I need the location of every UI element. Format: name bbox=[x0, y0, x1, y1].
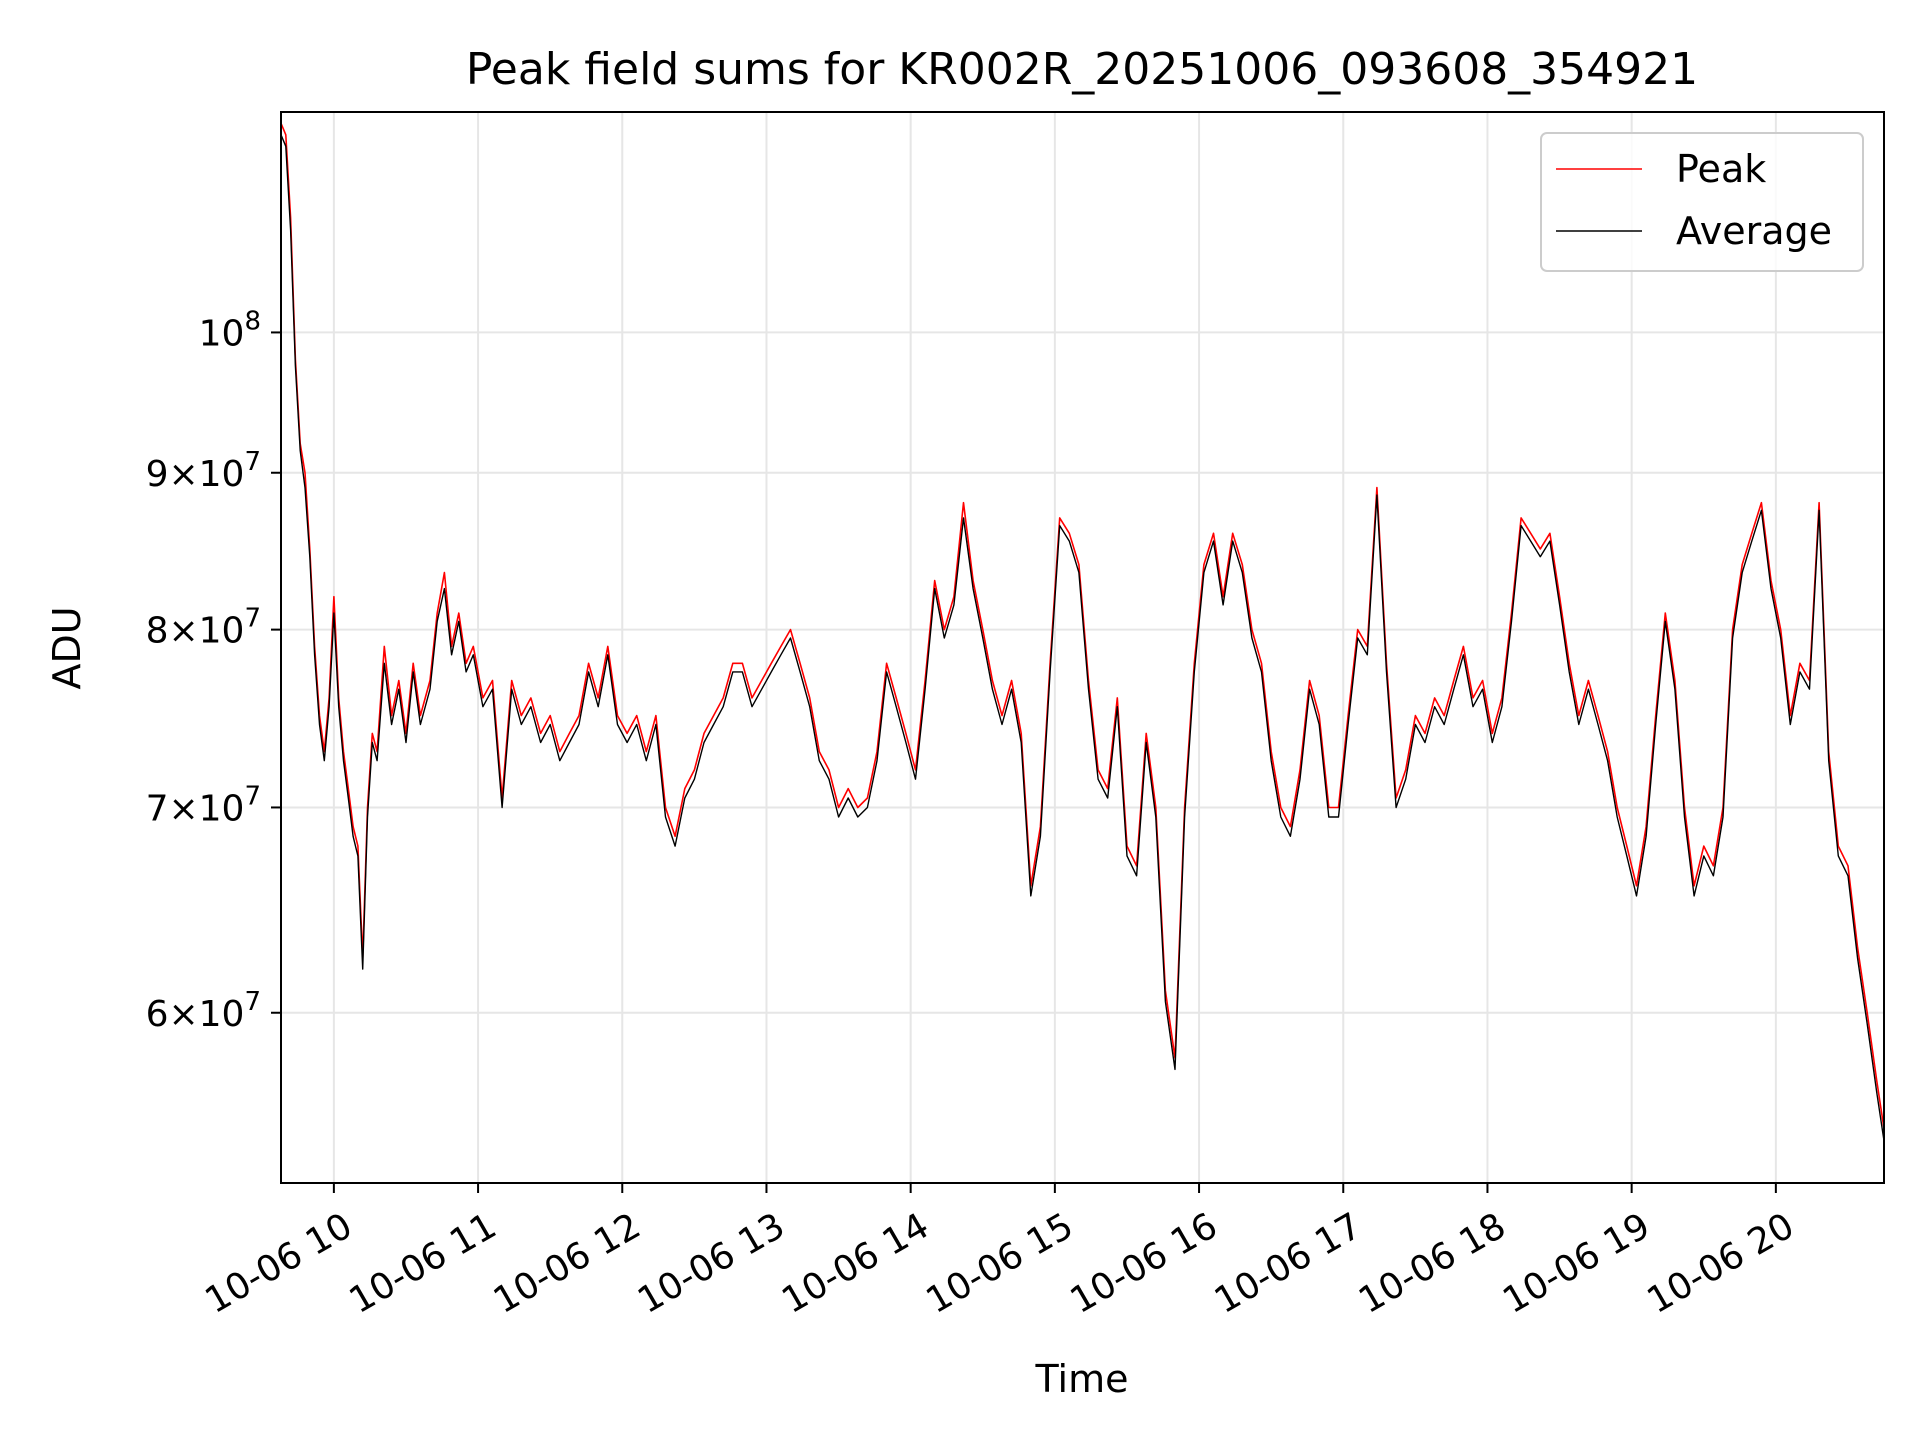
y-axis-label: ADU bbox=[45, 606, 89, 689]
y-tick-label: 9×107 bbox=[146, 447, 261, 495]
plot-area bbox=[280, 111, 1885, 1184]
legend-label-peak: Peak bbox=[1676, 147, 1766, 191]
y-tick-label: 8×107 bbox=[146, 604, 261, 652]
legend-box bbox=[1540, 132, 1864, 272]
series-line-peak bbox=[281, 122, 1884, 1129]
grid-layer bbox=[281, 112, 1884, 1183]
y-tick-label: 7×107 bbox=[146, 781, 261, 829]
y-tick-label: 6×107 bbox=[146, 987, 261, 1035]
legend: Peak Average bbox=[1540, 132, 1864, 272]
axes-frame bbox=[280, 111, 1885, 1184]
series-layer bbox=[281, 122, 1884, 1141]
chart-title: Peak field sums for KR002R_20251006_0936… bbox=[466, 44, 1698, 95]
series-line-average bbox=[281, 134, 1884, 1141]
legend-label-average: Average bbox=[1676, 209, 1832, 253]
x-axis-label: Time bbox=[1035, 1357, 1129, 1401]
